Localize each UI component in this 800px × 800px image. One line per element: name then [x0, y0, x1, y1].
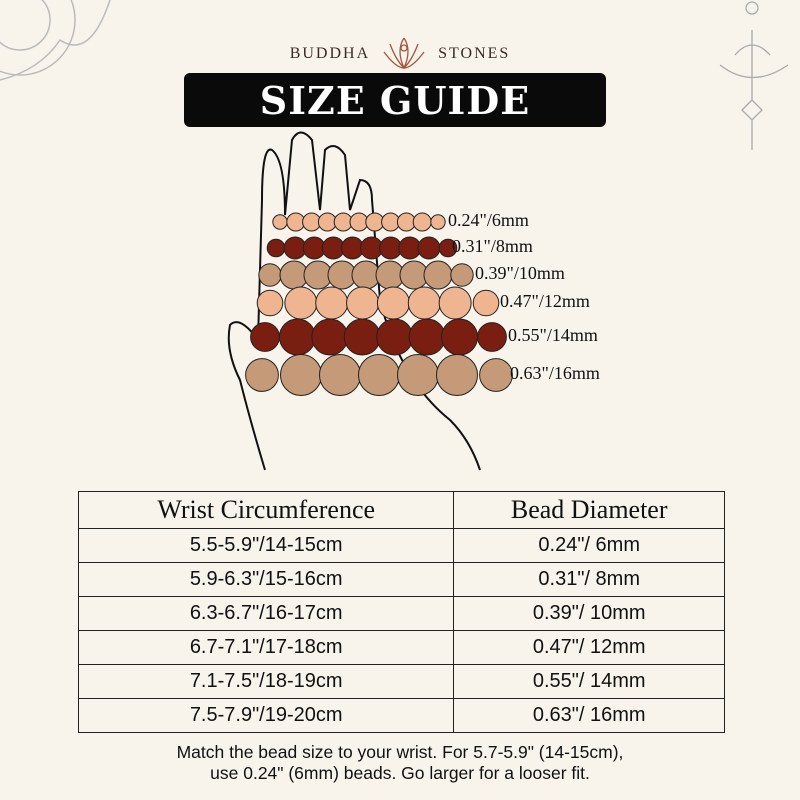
bead-size-label: 0.47"/12mm — [500, 291, 590, 311]
bead-cell: 0.24"/ 6mm — [453, 528, 725, 563]
title-banner: SIZE GUIDE — [184, 73, 606, 127]
bead — [343, 318, 381, 356]
brand-logo: BUDDHA STONES — [0, 36, 800, 72]
bead — [412, 212, 432, 232]
illustration — [0, 0, 789, 471]
bead-cell: 0.55"/ 14mm — [453, 664, 725, 699]
bead-size-label: 0.39"/10mm — [475, 263, 565, 283]
bead — [417, 236, 441, 260]
bracelet-row — [250, 318, 507, 356]
lotus-meditation-icon — [383, 37, 425, 70]
bead — [258, 263, 282, 287]
bead — [272, 214, 288, 230]
bracelet-row — [272, 212, 446, 232]
bead — [423, 260, 453, 290]
mandala-decoration-icon — [0, 0, 111, 81]
bead-size-label: 0.24"/6mm — [448, 210, 529, 230]
bead — [256, 289, 284, 317]
bracelet-row — [258, 260, 474, 290]
bead — [430, 214, 446, 230]
wrist-cell: 6.7-7.1"/17-18cm — [77, 630, 455, 665]
bead-size-label: 0.63"/16mm — [510, 363, 600, 383]
size-table: Wrist Circumference Bead Diameter 5.5-5.… — [77, 491, 725, 733]
bead — [317, 212, 337, 232]
bead — [477, 322, 507, 352]
wrist-cell: 7.5-7.9"/19-20cm — [77, 698, 455, 733]
bead — [438, 286, 472, 320]
bracelet-row — [256, 286, 500, 320]
bead — [319, 354, 361, 396]
table-row: 5.5-5.9"/14-15cm 0.24"/ 6mm — [77, 528, 725, 563]
bead — [284, 286, 318, 320]
page-title: SIZE GUIDE — [259, 77, 531, 123]
header-bead: Bead Diameter — [453, 491, 725, 529]
bead — [266, 238, 286, 258]
table-row: 5.9-6.3"/15-16cm 0.31"/ 8mm — [77, 562, 725, 597]
bead — [286, 212, 306, 232]
bead — [358, 354, 400, 396]
wrist-cell: 5.9-6.3"/15-16cm — [77, 562, 455, 597]
note-line-2: use 0.24" (6mm) beads. Go larger for a l… — [210, 763, 590, 783]
bead — [278, 318, 316, 356]
bead-size-label: 0.55"/14mm — [508, 325, 598, 345]
bracelet-rows — [245, 212, 513, 396]
bead — [396, 212, 416, 232]
bead-cell: 0.63"/ 16mm — [453, 698, 725, 733]
bead — [245, 358, 279, 392]
bead — [441, 318, 479, 356]
bead — [365, 212, 385, 232]
bead-cell: 0.31"/ 8mm — [453, 562, 725, 597]
bead — [479, 358, 513, 392]
bead — [250, 322, 280, 352]
bracelet-row — [266, 236, 458, 260]
table-row: 6.3-6.7"/16-17cm 0.39"/ 10mm — [77, 596, 725, 631]
table-row: 7.1-7.5"/18-19cm 0.55"/ 14mm — [77, 664, 725, 699]
bead — [311, 318, 349, 356]
wrist-cell: 5.5-5.9"/14-15cm — [77, 528, 455, 563]
bead — [436, 354, 478, 396]
note-line-1: Match the bead size to your wrist. For 5… — [176, 742, 624, 762]
bead — [376, 286, 410, 320]
bead — [397, 354, 439, 396]
brand-left: BUDDHA — [289, 45, 371, 62]
bead — [346, 286, 380, 320]
bead — [315, 286, 349, 320]
bead-cell: 0.39"/ 10mm — [453, 596, 725, 631]
bead — [407, 286, 441, 320]
bead — [408, 318, 446, 356]
bead-size-label: 0.31"/8mm — [452, 236, 533, 256]
fit-note: Match the bead size to your wrist. For 5… — [0, 742, 800, 784]
bracelet-row — [245, 354, 513, 396]
bead — [472, 289, 500, 317]
wrist-cell: 7.1-7.5"/18-19cm — [77, 664, 455, 699]
table-row: 6.7-7.1"/17-18cm 0.47"/ 12mm — [77, 630, 725, 665]
bead-cell: 0.47"/ 12mm — [453, 630, 725, 665]
bead — [280, 354, 322, 396]
bead — [438, 238, 458, 258]
lotus-hanging-decoration-icon — [719, 1, 789, 150]
table-row: 7.5-7.9"/19-20cm 0.63"/ 16mm — [77, 698, 725, 733]
table-header-row: Wrist Circumference Bead Diameter — [77, 491, 725, 529]
header-wrist: Wrist Circumference — [77, 491, 455, 529]
brand-right: STONES — [438, 45, 511, 62]
wrist-cell: 6.3-6.7"/16-17cm — [77, 596, 455, 631]
bead — [376, 318, 414, 356]
bead — [450, 263, 474, 287]
